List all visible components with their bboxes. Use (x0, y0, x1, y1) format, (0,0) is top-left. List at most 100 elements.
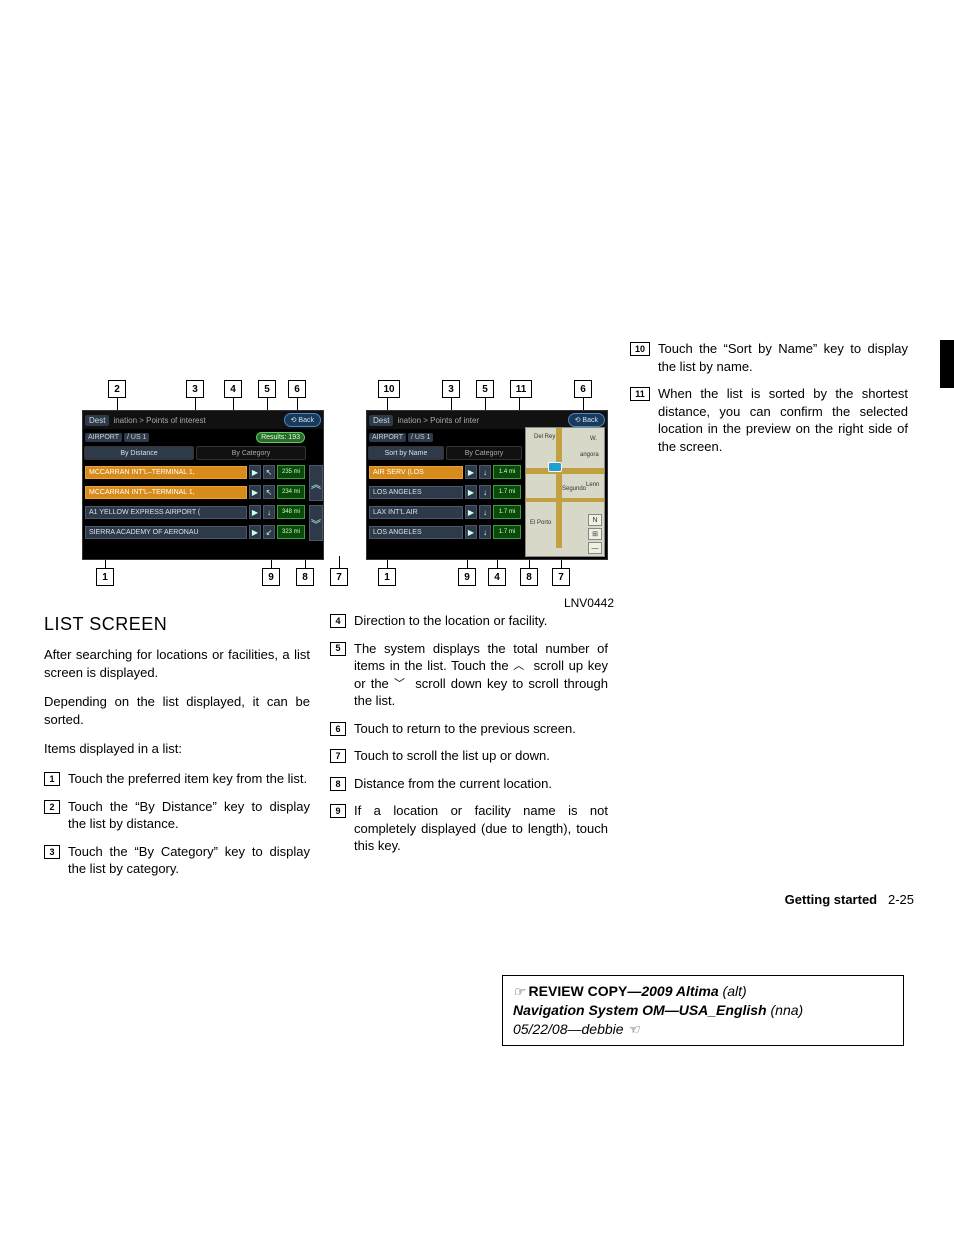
nav-sub-bar: AIRPORT/ US 1 Results: 193 (83, 429, 323, 445)
list-item-5: 5The system displays the total number of… (330, 640, 608, 710)
list-item[interactable]: A1 YELLOW EXPRESS AIRPORT (▶↓348 mi (85, 503, 305, 521)
hand-left-icon: ☜ (627, 1022, 639, 1037)
list-item[interactable]: AIR SERV (LOS▶↓1.4 mi (369, 463, 521, 481)
paragraph: After searching for locations or facilit… (44, 646, 310, 681)
manual-page: 2 3 4 5 6 1 9 8 7 Dest ination > Points of interes… (0, 0, 954, 1235)
sort-inactive-button[interactable]: By Category (196, 446, 306, 460)
callout-ref-3: 3 (44, 845, 60, 859)
list-item-1: 1Touch the preferred item key from the l… (44, 770, 310, 788)
breadcrumb: ination > Points of inter (397, 416, 479, 425)
callout-11: 11 (510, 380, 532, 398)
direction-icon: ↖ (263, 485, 275, 499)
screen-right: 103511619487Destination > Points of inte… (328, 370, 600, 590)
item-name: A1 YELLOW EXPRESS AIRPORT ( (85, 506, 247, 519)
callout-1: 1 (378, 568, 396, 586)
callout-ref-2: 2 (44, 800, 60, 814)
expand-icon[interactable]: ▶ (249, 485, 261, 499)
text-column-3: 10Touch the “Sort by Name” key to displa… (630, 340, 908, 465)
crumb-1[interactable]: AIRPORT (85, 433, 122, 442)
item-distance: 235 mi (277, 465, 305, 479)
list-item[interactable]: LAX INT'L AIR▶↓1.7 mi (369, 503, 521, 521)
paragraph: Depending on the list displayed, it can … (44, 693, 310, 728)
breadcrumb: ination > Points of interest (113, 416, 205, 425)
callout-8: 8 (296, 568, 314, 586)
direction-icon: ↓ (479, 465, 491, 479)
back-button[interactable]: ⟲ Back (568, 413, 605, 427)
nav-list-ui: Dest ination > Points of interest ⟲ Back AI… (82, 410, 324, 560)
list-item[interactable]: LOS ANGELES▶↓1.7 mi (369, 483, 521, 501)
figure: 234561987Destination > Points of interes… (44, 370, 600, 590)
heading-list-screen: LIST SCREEN (44, 612, 310, 636)
scroll-down-icon: ﹀ (394, 677, 405, 692)
results-count: Results: 193 (256, 432, 305, 443)
list-item-2: 2Touch the “By Distance” key to display … (44, 798, 310, 833)
item-distance: 1.7 mi (493, 485, 521, 499)
list-text: Touch the “Sort by Name” key to display … (658, 340, 908, 375)
figure-caption: LNV0442 (564, 596, 614, 610)
sort-inactive-button[interactable]: By Category (446, 446, 522, 460)
callout-6: 6 (574, 380, 592, 398)
edge-tab (940, 340, 954, 388)
list-item[interactable]: MCCARRAN INT'L–TERMINAL 1,▶↖234 mi (85, 483, 305, 501)
item-distance: 348 mi (277, 505, 305, 519)
expand-icon[interactable]: ▶ (465, 465, 477, 479)
item-name: LOS ANGELES (369, 526, 463, 539)
callout-5: 5 (476, 380, 494, 398)
item-name: MCCARRAN INT'L–TERMINAL 1, (85, 486, 247, 499)
callout-ref-11: 11 (630, 387, 650, 401)
direction-icon: ↙ (263, 525, 275, 539)
expand-icon[interactable]: ▶ (465, 505, 477, 519)
list-item-7: 7Touch to scroll the list up or down. (330, 747, 608, 765)
sort-bar: Sort by NameBy Category (367, 445, 523, 461)
list-text: Touch to return to the previous screen. (354, 720, 608, 738)
item-distance: 1.7 mi (493, 525, 521, 539)
list-item[interactable]: SIERRA ACADEMY OF AERONAU▶↙323 mi (85, 523, 305, 541)
map-preview: Del ReyW.SegundoLennEl PortoangoraN⊞— (525, 427, 605, 557)
footer-section: Getting started (785, 892, 877, 907)
item-name: LAX INT'L AIR (369, 506, 463, 519)
nav-title-bar: Dest ination > Points of interest ⟲ Back (83, 411, 323, 429)
expand-icon[interactable]: ▶ (249, 525, 261, 539)
list-text: Touch the “By Category” key to display t… (68, 843, 310, 878)
scroll-down-button[interactable]: ︾ (309, 505, 323, 541)
back-button[interactable]: ⟲ Back (284, 413, 321, 427)
item-distance: 1.7 mi (493, 505, 521, 519)
breadcrumb-root[interactable]: Dest (369, 415, 393, 426)
list-item-8: 8Distance from the current location. (330, 775, 608, 793)
list-item[interactable]: MCCARRAN INT'L–TERMINAL 1,▶↖235 mi (85, 463, 305, 481)
callout-1: 1 (96, 568, 114, 586)
list-text: The system displays the total number of … (354, 640, 608, 710)
breadcrumb-root[interactable]: Dest (85, 415, 109, 426)
item-name: MCCARRAN INT'L–TERMINAL 1, (85, 466, 247, 479)
direction-icon: ↓ (479, 525, 491, 539)
list-item-9: 9If a location or facility name is not c… (330, 802, 608, 855)
list-item-4: 4Direction to the location or facility. (330, 612, 608, 630)
callout-7: 7 (552, 568, 570, 586)
sort-active-button[interactable]: Sort by Name (368, 446, 444, 460)
crumb-2[interactable]: / US 1 (408, 433, 433, 442)
list-item[interactable]: LOS ANGELES▶↓1.7 mi (369, 523, 521, 541)
text-column-1: LIST SCREEN After searching for location… (44, 612, 310, 888)
page-footer: Getting started 2-25 (785, 892, 914, 907)
item-distance: 1.4 mi (493, 465, 521, 479)
expand-icon[interactable]: ▶ (249, 465, 261, 479)
list-text: Touch to scroll the list up or down. (354, 747, 608, 765)
item-name: AIR SERV (LOS (369, 466, 463, 479)
list-text: When the list is sorted by the shortest … (658, 385, 908, 455)
item-distance: 234 mi (277, 485, 305, 499)
footer-page: 2-25 (888, 892, 914, 907)
list-text: Distance from the current location. (354, 775, 608, 793)
item-name: SIERRA ACADEMY OF AERONAU (85, 526, 247, 539)
crumb-2[interactable]: / US 1 (124, 433, 149, 442)
expand-icon[interactable]: ▶ (465, 485, 477, 499)
callout-10: 10 (378, 380, 400, 398)
sort-active-button[interactable]: By Distance (84, 446, 194, 460)
expand-icon[interactable]: ▶ (465, 525, 477, 539)
expand-icon[interactable]: ▶ (249, 505, 261, 519)
scroll-up-button[interactable]: ︽ (309, 465, 323, 501)
callout-ref-9: 9 (330, 804, 346, 818)
callout-4: 4 (224, 380, 242, 398)
crumb-1[interactable]: AIRPORT (369, 433, 406, 442)
direction-icon: ↓ (263, 505, 275, 519)
paragraph: Items displayed in a list: (44, 740, 310, 758)
